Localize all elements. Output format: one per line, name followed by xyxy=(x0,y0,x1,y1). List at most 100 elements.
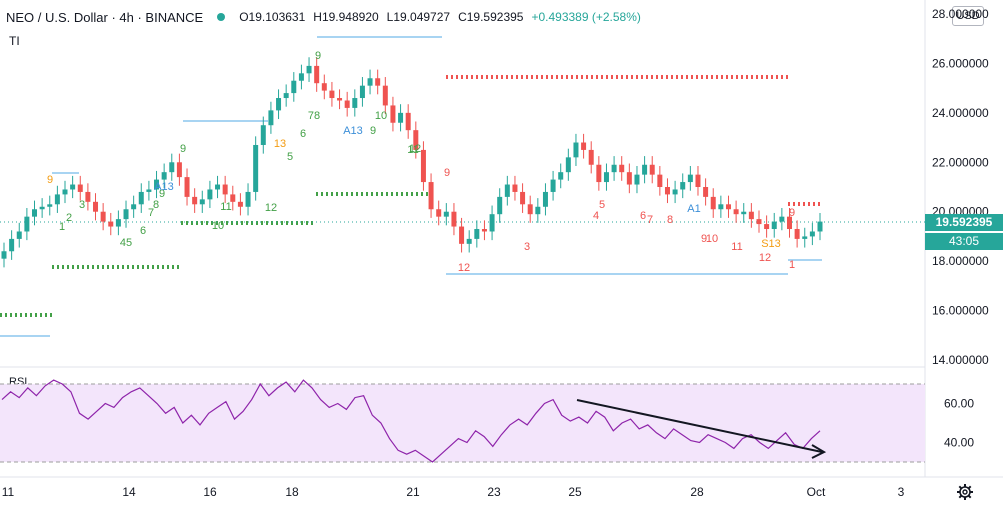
candle-body xyxy=(161,172,167,180)
td-label: 9 xyxy=(180,143,186,155)
td-label: 3 xyxy=(524,241,530,253)
candle-body xyxy=(131,204,137,210)
gear-icon[interactable] xyxy=(956,483,974,501)
td-label: 4 xyxy=(593,210,599,222)
candle-body xyxy=(16,231,22,239)
time-tick-label: 28 xyxy=(690,485,704,499)
symbol-title[interactable]: NEO / U.S. Dollar · 4h · BINANCE xyxy=(6,9,204,25)
candle-body xyxy=(215,184,221,190)
td-label: S13 xyxy=(761,238,781,250)
market-status-icon xyxy=(217,13,226,21)
candle-body xyxy=(725,204,731,210)
candle-body xyxy=(192,196,198,205)
candle-body xyxy=(260,125,266,145)
price-tick-label: 16.000000 xyxy=(932,304,989,318)
candle-body xyxy=(466,238,472,244)
candle-body xyxy=(237,201,243,207)
td-label: 6 xyxy=(300,128,306,140)
candle-body xyxy=(771,221,777,230)
td-label: 5 xyxy=(287,151,293,163)
candle-body xyxy=(169,162,175,173)
time-tick-label: 23 xyxy=(487,485,501,499)
candle-body xyxy=(512,184,518,192)
price-tick-label: 14.000000 xyxy=(932,353,989,367)
candle-body xyxy=(306,65,312,74)
td-label: 9 xyxy=(47,174,53,186)
bar-countdown: 43:05 xyxy=(925,233,1003,250)
td-label: 12 xyxy=(759,252,771,264)
time-tick-label: 16 xyxy=(203,485,217,499)
candle-body xyxy=(603,172,609,183)
td-label: 10 xyxy=(212,220,224,232)
td-label: 9 xyxy=(315,50,321,62)
currency-button[interactable]: USD xyxy=(952,6,984,26)
td-label: 1 xyxy=(59,221,65,233)
candle-body xyxy=(459,226,465,244)
candle-body xyxy=(329,90,335,99)
candle-body xyxy=(420,149,426,183)
td-label: 7 xyxy=(647,214,653,226)
candle-body xyxy=(276,98,282,111)
last-price-label: 19.592395 xyxy=(925,214,1003,231)
candle-body xyxy=(337,98,343,101)
td-label: 45 xyxy=(120,237,132,249)
candle-body xyxy=(596,164,602,183)
td-label: A1 xyxy=(687,203,700,215)
candle-body xyxy=(779,216,785,222)
candle-body xyxy=(657,174,663,187)
candle-body xyxy=(817,221,823,232)
candle-body xyxy=(54,194,60,205)
td-label: 6 xyxy=(140,225,146,237)
candle-body xyxy=(558,172,564,180)
price-tick-label: 24.000000 xyxy=(932,106,989,120)
td-label: 10 xyxy=(375,110,387,122)
candle-body xyxy=(100,211,106,222)
candle-body xyxy=(520,191,526,205)
candle-body xyxy=(230,194,236,202)
candle-body xyxy=(32,209,38,217)
candle-body xyxy=(550,179,556,192)
rsi-tick-label: 40.00 xyxy=(944,436,974,450)
price-tick-label: 26.000000 xyxy=(932,56,989,70)
candle-body xyxy=(756,219,762,225)
candle-body xyxy=(222,184,228,195)
candle-body xyxy=(611,164,617,173)
td-label: 2 xyxy=(66,212,72,224)
candle-body xyxy=(588,149,594,165)
candle-body xyxy=(375,78,381,86)
td-label: 11 xyxy=(731,241,742,253)
candle-body xyxy=(489,214,495,232)
candle-body xyxy=(634,174,640,185)
candle-body xyxy=(359,85,365,99)
change-value: +0.493389 (+2.58%) xyxy=(531,10,641,24)
candle-body xyxy=(291,80,297,94)
price-tick-label: 18.000000 xyxy=(932,254,989,268)
td-label: 12 xyxy=(265,202,277,214)
candle-body xyxy=(497,196,503,215)
indicator-label[interactable]: TI xyxy=(9,34,20,48)
candle-body xyxy=(535,206,541,215)
candle-body xyxy=(733,209,739,215)
candle-body xyxy=(710,196,716,210)
price-tick-label: 28.000000 xyxy=(932,7,989,21)
td-label: 7 xyxy=(148,207,154,219)
candle-body xyxy=(649,164,655,175)
td-label: 9 xyxy=(789,207,795,219)
candle-body xyxy=(298,73,304,81)
time-tick-label: 14 xyxy=(122,485,136,499)
td-label: 3 xyxy=(79,199,85,211)
candle-body xyxy=(428,182,434,210)
high-value: H19.948920 xyxy=(313,10,379,24)
candle-body xyxy=(93,201,99,212)
candle-body xyxy=(146,189,152,192)
candle-body xyxy=(680,182,686,190)
candle-body xyxy=(672,189,678,195)
price-tick-label: 22.000000 xyxy=(932,155,989,169)
candle-body xyxy=(47,204,53,207)
rsi-axis: 60.00 40.00 xyxy=(944,397,974,450)
rsi-trendline[interactable] xyxy=(576,399,823,453)
td-label: 1 xyxy=(789,259,795,271)
td-label: 13 xyxy=(274,138,286,150)
candle-body xyxy=(283,93,289,99)
